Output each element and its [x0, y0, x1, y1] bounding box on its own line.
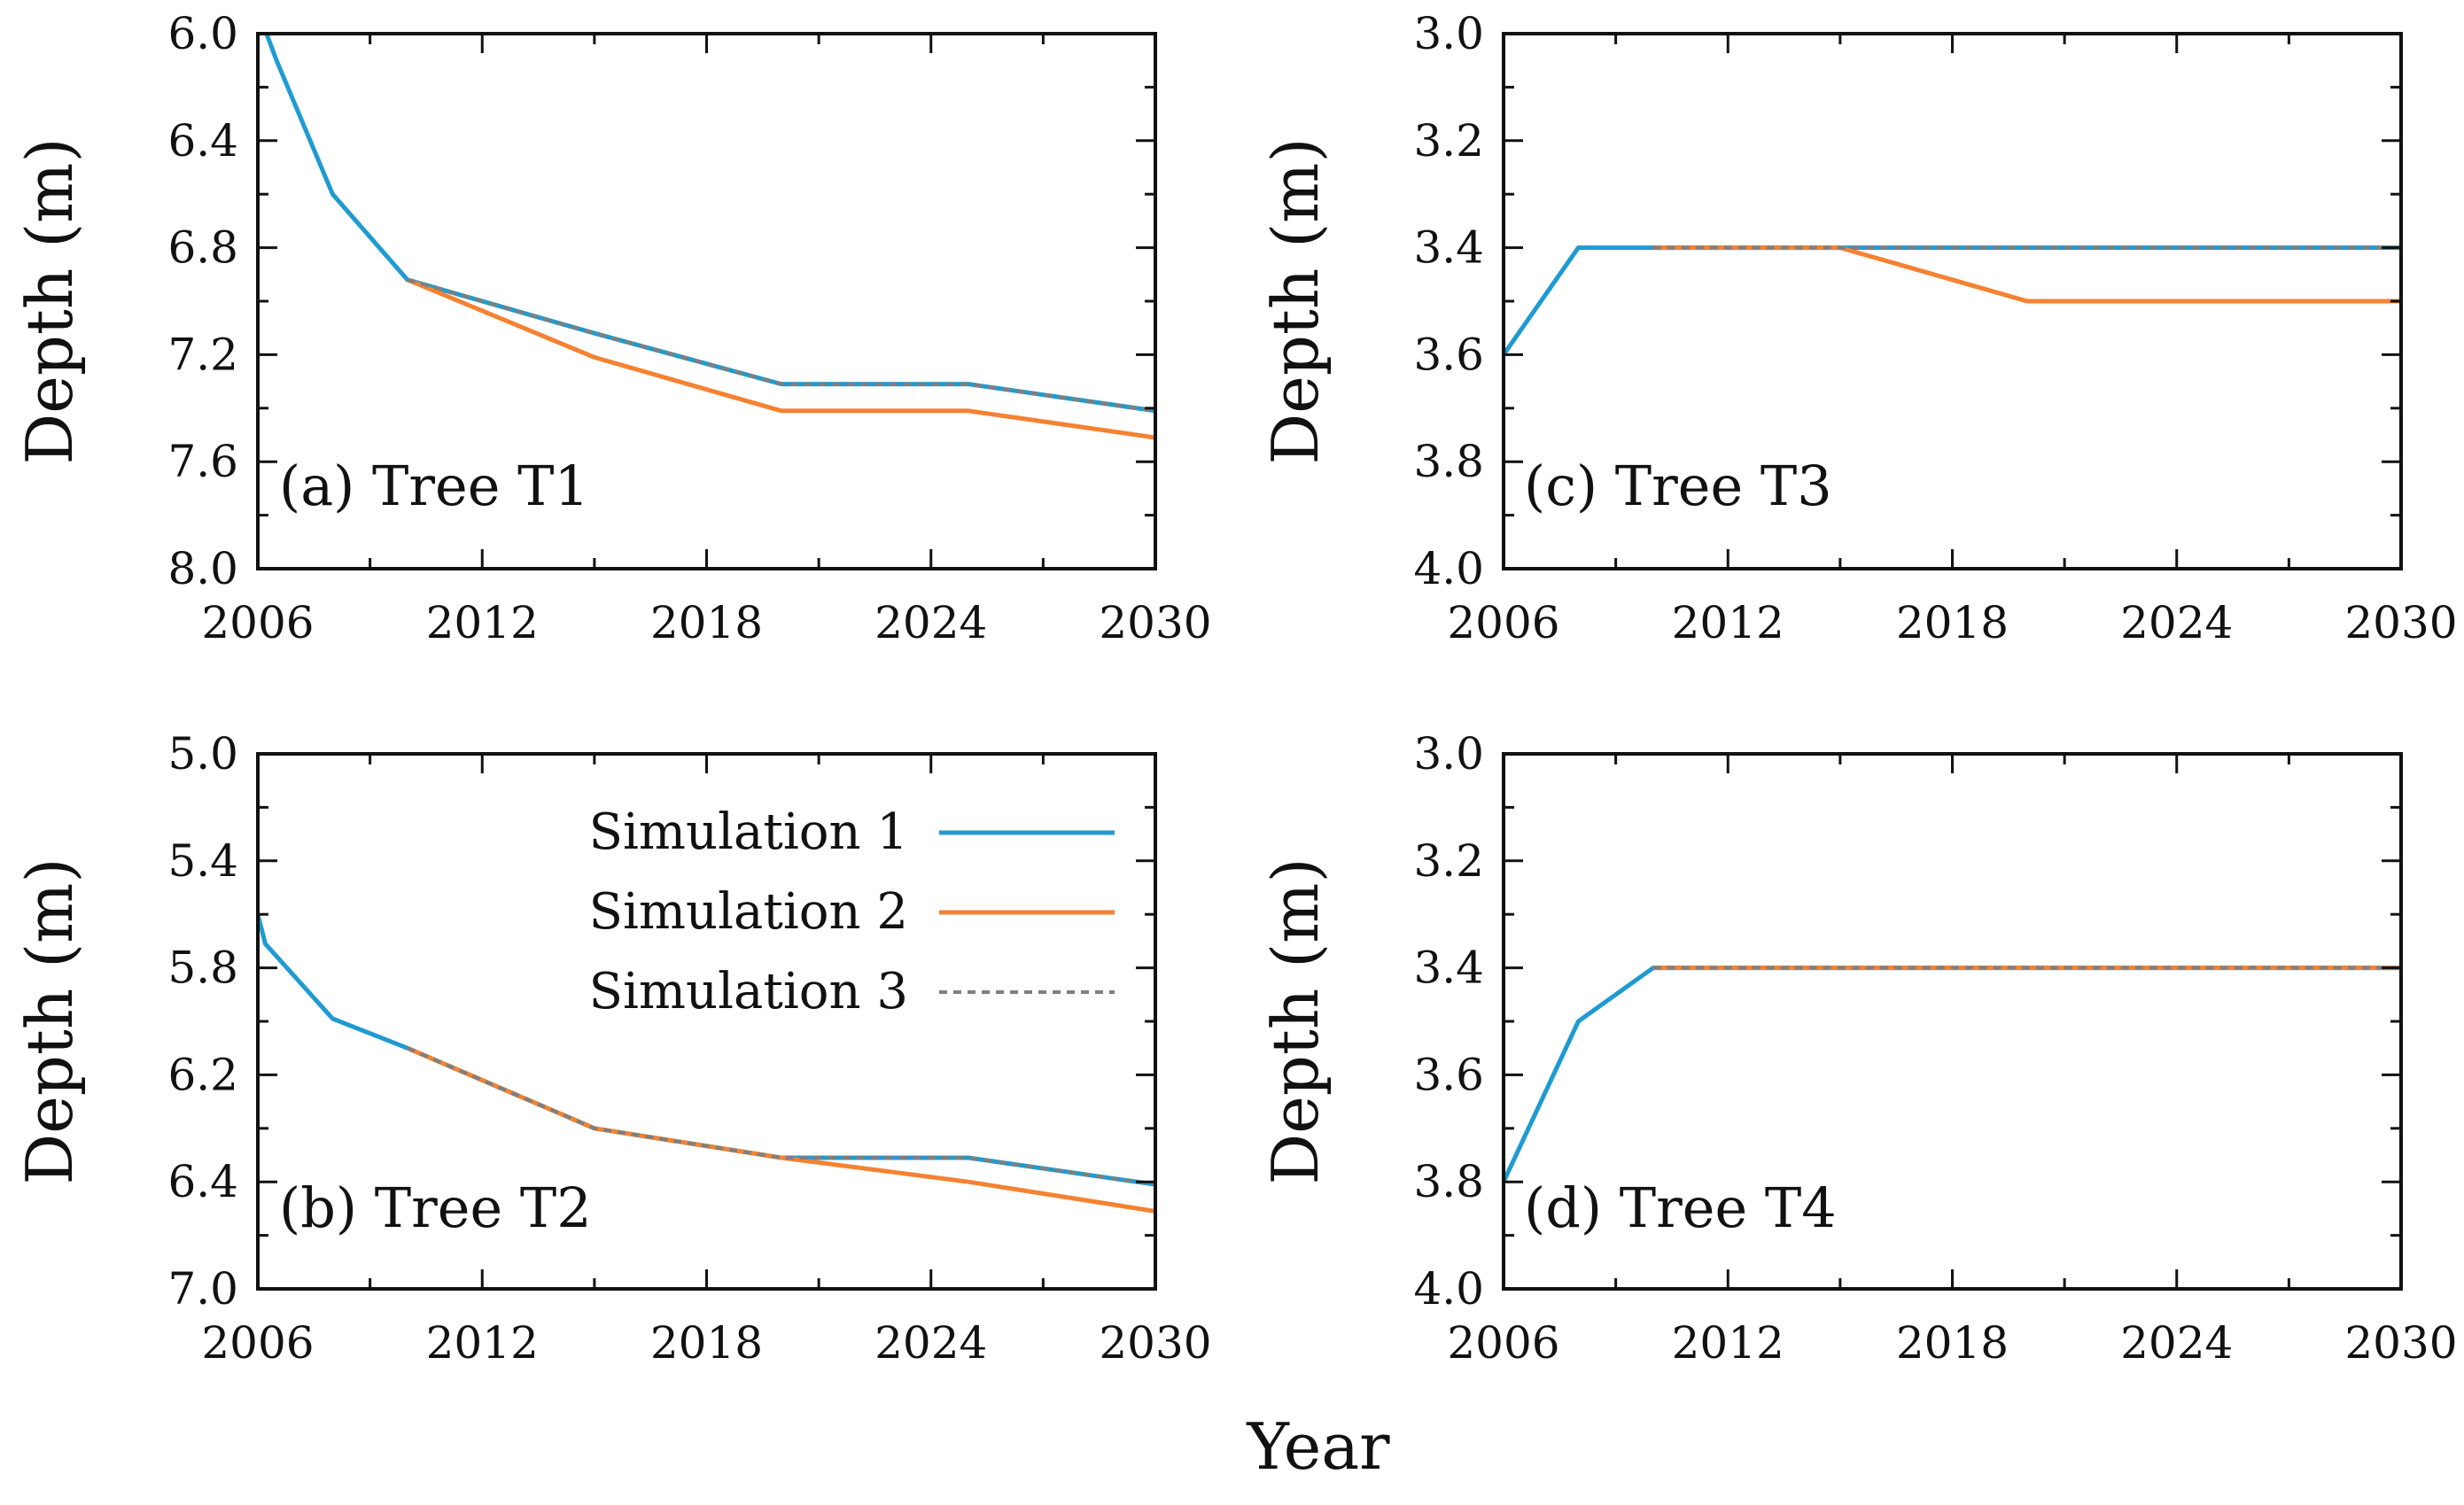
- y-tick-label: 8.0: [167, 543, 238, 594]
- y-tick-label: 7.6: [167, 436, 238, 487]
- panel-title: (a) Tree T1: [279, 454, 589, 518]
- x-tick-label: 2018: [1896, 597, 2009, 648]
- y-tick-label: 3.2: [1413, 835, 1484, 887]
- y-tick-label: 6.8: [167, 222, 238, 274]
- legend-label: Simulation 2: [589, 883, 908, 941]
- y-tick-label: 3.0: [1413, 8, 1484, 59]
- y-axis-label: Depth (m): [12, 137, 87, 464]
- series-line-sim2: [406, 277, 1155, 440]
- y-tick-label: 3.6: [1413, 1049, 1484, 1100]
- y-tick-label: 4.0: [1413, 1263, 1484, 1315]
- panel-title: (d) Tree T4: [1524, 1175, 1837, 1240]
- x-tick-label: 2024: [2120, 597, 2233, 648]
- x-tick-label: 2018: [650, 597, 763, 648]
- x-tick-label: 2012: [426, 597, 539, 648]
- series-group: [1504, 966, 2401, 1183]
- y-tick-label: 3.4: [1413, 943, 1484, 994]
- x-tick-label: 2012: [1672, 1317, 1784, 1369]
- y-tick-label: 3.6: [1413, 329, 1484, 380]
- panel-title: (b) Tree T2: [279, 1175, 592, 1240]
- x-tick-label: 2030: [1099, 1317, 1211, 1369]
- chart-panels: 2006 2012 2018 2024 2030 6.0 6.4 6.8 7.2 7.6 8.0 De…: [12, 8, 2458, 1369]
- y-tick-label: 3.8: [1413, 1156, 1484, 1207]
- y-tick-label: 5.0: [167, 728, 238, 780]
- series-group: [258, 913, 1155, 1214]
- x-tick-label: 2030: [1099, 597, 1211, 648]
- y-axis-label: Depth (m): [1258, 137, 1333, 464]
- x-tick-label: 2018: [650, 1317, 763, 1369]
- legend-label: Simulation 3: [589, 963, 908, 1020]
- panel-a: 2006 2012 2018 2024 2030 6.0 6.4 6.8 7.2 7.6 8.0 De…: [12, 8, 1212, 648]
- y-tick-label: 6.4: [167, 1156, 238, 1207]
- x-tick-label: 2006: [201, 597, 314, 648]
- series-group: [264, 34, 1155, 440]
- x-tick-label: 2018: [1896, 1317, 2009, 1369]
- y-tick-label: 4.0: [1413, 543, 1484, 594]
- legend-item-sim1: Simulation 1: [589, 803, 1115, 861]
- legend: Simulation 1 Simulation 2 Simulation 3: [589, 803, 1115, 1020]
- x-tick-label: 2024: [874, 1317, 987, 1369]
- series-line-sim1: [264, 34, 1155, 414]
- x-tick-label: 2006: [1447, 1317, 1559, 1369]
- y-tick-label: 6.4: [167, 115, 238, 167]
- y-axis-label: Depth (m): [12, 857, 87, 1184]
- x-tick-label: 2024: [874, 597, 987, 648]
- y-tick-label: 7.0: [167, 1263, 238, 1315]
- y-tick-label: 7.2: [167, 329, 238, 380]
- x-tick-label: 2012: [426, 1317, 539, 1369]
- x-tick-label: 2030: [2344, 597, 2457, 648]
- y-tick-label: 6.0: [167, 8, 238, 59]
- y-tick-label: 5.8: [167, 943, 238, 994]
- y-tick-label: 5.4: [167, 835, 238, 887]
- series-line-sim2: [406, 1045, 1155, 1214]
- series-line-sim3: [407, 1046, 1155, 1187]
- series-group: [1504, 245, 2401, 356]
- x-tick-label: 2012: [1672, 597, 1784, 648]
- x-axis-label-year: Year: [1246, 1409, 1390, 1484]
- y-tick-label: 6.2: [167, 1049, 238, 1100]
- panel-b: 2006 2012 2018 2024 2030 5.0 5.4 5.8 6.2 6.4 7.0 De…: [12, 728, 1212, 1369]
- panel-c: 2006 2012 2018 2024 2030 3.0 3.2 3.4 3.6 3.8 4.0 De…: [1258, 8, 2458, 648]
- y-tick-label: 3.4: [1413, 222, 1484, 274]
- series-line-sim1: [1504, 966, 2401, 1183]
- x-tick-label: 2006: [1447, 597, 1559, 648]
- legend-item-sim2: Simulation 2: [589, 883, 1115, 941]
- x-tick-label: 2006: [201, 1317, 314, 1369]
- y-tick-label: 3.8: [1413, 436, 1484, 487]
- y-axis-label: Depth (m): [1258, 857, 1333, 1184]
- y-tick-label: 3.0: [1413, 728, 1484, 780]
- panel-d: 2006 2012 2018 2024 2030 3.0 3.2 3.4 3.6 3.8 4.0 De…: [1258, 728, 2458, 1369]
- series-line-sim2: [1652, 245, 2401, 304]
- x-tick-label: 2024: [2120, 1317, 2233, 1369]
- series-line-sim3: [407, 277, 1155, 413]
- legend-item-sim3: Simulation 3: [589, 963, 1115, 1020]
- x-tick-label: 2030: [2344, 1317, 2457, 1369]
- panel-title: (c) Tree T3: [1524, 454, 1832, 518]
- y-tick-label: 3.2: [1413, 115, 1484, 167]
- legend-label: Simulation 1: [589, 803, 908, 861]
